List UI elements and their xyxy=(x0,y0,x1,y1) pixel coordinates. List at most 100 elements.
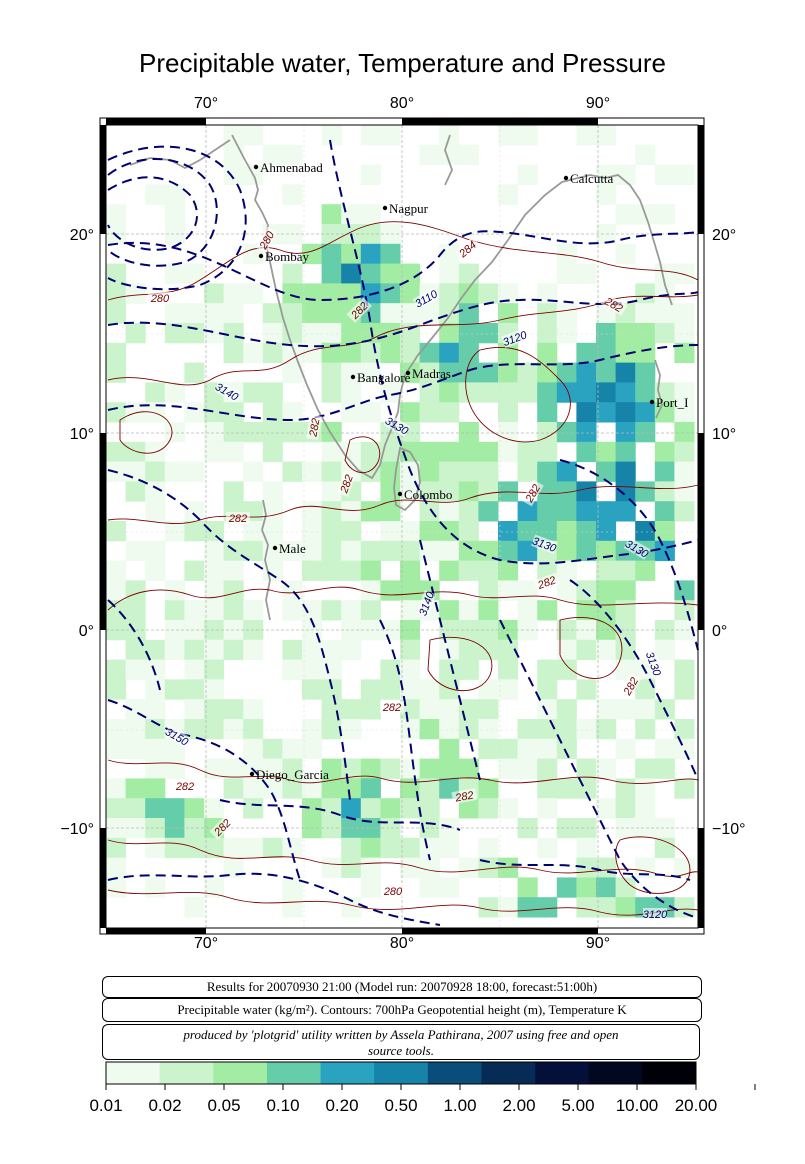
shade-cell xyxy=(674,501,695,522)
shade-cell xyxy=(596,540,617,562)
shade-cell xyxy=(400,659,421,680)
shade-cell xyxy=(341,441,362,463)
shade-cell xyxy=(478,283,499,304)
shade-cell xyxy=(204,798,225,819)
colorbar-label: 1.00 xyxy=(443,1096,477,1115)
shade-cell xyxy=(537,422,558,443)
shade-cell xyxy=(164,639,185,661)
shade-cell xyxy=(341,600,362,621)
shade-cell xyxy=(576,362,597,383)
shade-cell xyxy=(674,441,695,463)
shade-cell xyxy=(439,402,460,423)
shade-cell xyxy=(596,441,617,463)
shade-cell xyxy=(341,699,362,720)
shade-cell xyxy=(380,303,401,324)
shade-cell xyxy=(439,639,460,661)
shade-cell xyxy=(321,283,342,304)
shade-cell xyxy=(145,837,166,859)
shade-cell xyxy=(223,342,244,364)
shade-cell xyxy=(282,778,303,799)
shade-cell xyxy=(223,758,244,779)
shade-cell xyxy=(302,639,323,661)
colorbar-swatch xyxy=(106,1062,160,1084)
contour-label-bg xyxy=(623,537,651,560)
shade-cell xyxy=(517,125,538,146)
shade-cell xyxy=(321,719,342,740)
shade-cell xyxy=(576,501,597,522)
shade-cell xyxy=(145,699,166,720)
shade-cell xyxy=(223,323,244,344)
shade-cell xyxy=(498,521,519,542)
shade-cell xyxy=(282,422,303,443)
shade-cell xyxy=(674,382,695,403)
shade-cell xyxy=(654,521,675,542)
shade-cell xyxy=(243,521,264,542)
shade-cell xyxy=(596,362,617,383)
shade-cell xyxy=(204,699,225,720)
shade-cell xyxy=(125,738,146,760)
shade-cell xyxy=(341,857,362,878)
shade-cell xyxy=(262,758,283,779)
city-label: Diego_Garcia xyxy=(256,767,329,782)
shade-cell xyxy=(615,323,636,344)
shade-cell xyxy=(360,540,381,562)
shade-cell xyxy=(537,362,558,383)
shade-cell xyxy=(341,362,362,383)
shade-cell xyxy=(302,342,323,364)
colorbar-swatch xyxy=(535,1062,590,1084)
shade-cell xyxy=(106,342,127,364)
shade-cell xyxy=(223,699,244,720)
shade-cell xyxy=(204,560,225,581)
shade-cell xyxy=(302,560,323,581)
shade-cell xyxy=(282,323,303,344)
contour-label-bg xyxy=(600,293,628,316)
shade-cell xyxy=(596,758,617,779)
shade-cell xyxy=(498,540,519,562)
shade-cell xyxy=(262,342,283,364)
shade-cell xyxy=(400,303,421,324)
shade-cell xyxy=(164,521,185,542)
shade-cell xyxy=(145,501,166,522)
shade-cell xyxy=(458,521,479,542)
shade-cell xyxy=(243,283,264,304)
shade-cell xyxy=(360,125,381,146)
shade-cell xyxy=(537,659,558,680)
shade-cell xyxy=(478,798,499,819)
shade-cell xyxy=(204,441,225,463)
shade-cell xyxy=(380,540,401,562)
shade-cell xyxy=(360,758,381,779)
shade-cell xyxy=(380,620,401,641)
shade-cell xyxy=(596,521,617,542)
shade-cell xyxy=(537,679,558,700)
shade-cell xyxy=(341,540,362,562)
shade-cell xyxy=(106,837,127,859)
shade-cell xyxy=(635,699,656,720)
shade-cell xyxy=(419,877,440,898)
shade-cell xyxy=(321,600,342,621)
shade-cell xyxy=(615,897,636,918)
shade-cell xyxy=(164,620,185,641)
shade-cell xyxy=(321,461,342,482)
shade-cell xyxy=(615,164,636,185)
shade-cell xyxy=(380,679,401,700)
city-dot xyxy=(382,205,388,211)
contour-label-bg xyxy=(619,672,642,700)
shade-cell xyxy=(654,837,675,859)
shade-cell xyxy=(556,323,577,344)
shade-cell xyxy=(596,184,617,205)
shade-cell xyxy=(419,798,440,819)
shade-cell xyxy=(360,441,381,463)
shade-cell xyxy=(106,560,127,581)
shade-cell xyxy=(125,283,146,304)
shade-cell xyxy=(576,481,597,502)
shade-cell xyxy=(262,402,283,423)
shade-cell xyxy=(321,679,342,700)
shade-cell xyxy=(184,323,205,344)
shade-cell xyxy=(419,719,440,740)
shade-cell xyxy=(106,303,127,324)
shade-cell xyxy=(498,758,519,779)
city-label: Male xyxy=(279,541,306,556)
shade-cell xyxy=(302,778,323,799)
shade-cell xyxy=(380,323,401,344)
shade-cell xyxy=(419,699,440,720)
